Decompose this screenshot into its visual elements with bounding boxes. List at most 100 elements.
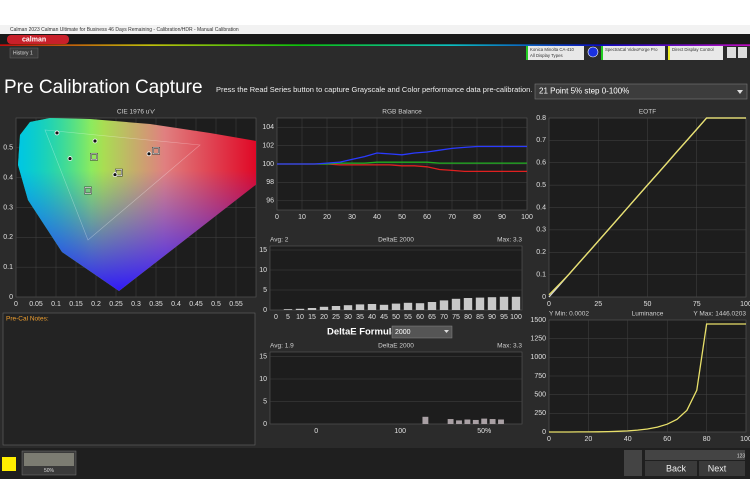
x-tick-label: 75 [452,314,460,321]
chart-annotation: Max: 3.3 [497,343,522,350]
x-tick-label: 50 [644,301,652,308]
y-tick-label: 1500 [530,317,546,324]
chart-title: Luminance [632,311,664,318]
y-tick-label: 0.2 [3,234,13,241]
notes-panel[interactable] [2,312,256,446]
x-tick-label: 0 [547,301,551,308]
x-tick-label: 20 [320,314,328,321]
deltae-formula-dropdown[interactable] [391,325,453,339]
device-box[interactable] [526,46,584,60]
x-tick-label: 0.3 [131,301,141,308]
thumb-label: 50% [44,468,55,474]
x-tick-label: 30 [344,314,352,321]
y-tick-label: 1000 [530,354,546,361]
series-line [548,117,746,296]
y-tick-label: 0 [542,429,546,436]
back-button[interactable] [645,461,697,476]
measured-point [54,130,60,136]
bar [472,419,479,424]
y-tick-label: 104 [262,124,274,131]
deltae-formula-label: DeltaE Formula [327,327,397,338]
series-select: 21 Point 5% step 0-100% [539,87,629,96]
y-tick-label: 0.5 [3,145,13,152]
next-button[interactable] [699,461,745,476]
chart-annotation: Y Max: 1446.0203 [693,311,746,318]
target-point-outline [84,187,92,194]
chart-annotation: Avg: 2 [270,237,289,244]
bar [331,306,341,310]
x-tick-label: 100 [740,436,750,443]
x-tick-label: 45 [380,314,388,321]
back-label: Back [666,463,687,473]
y-tick-label: 15 [259,353,267,360]
tab[interactable] [9,47,39,59]
y-tick-label: 5 [263,287,267,294]
bar [481,418,488,424]
series-dropdown[interactable] [534,83,748,100]
y-tick-label: 250 [534,410,546,417]
x-tick-label: 60 [416,314,424,321]
plot-area [269,245,523,311]
chart-title: DeltaE 2000 [378,343,414,350]
bar [343,305,353,310]
x-tick-label: 85 [476,314,484,321]
instruction: Press the Read Series button to capture … [216,85,532,94]
device-status [668,46,670,60]
device-icon[interactable] [587,46,599,58]
x-tick-label: 55 [404,314,412,321]
measured-point [92,138,98,144]
chart-title: EOTF [639,109,656,116]
y-tick-label: 0 [542,294,546,301]
x-tick-label: 50 [398,214,406,221]
x-tick-label: 60 [423,214,431,221]
y-tick-label: 500 [534,392,546,399]
deltae-formula-value: 2000 [395,329,411,336]
nav-controls[interactable] [645,450,745,460]
bar [403,302,413,310]
x-tick-label: 0 [275,214,279,221]
measured-point [67,156,73,161]
bar [355,304,365,310]
measured-point [146,151,152,157]
y-tick-label: 15 [259,247,267,254]
rainbow-strip [0,44,750,46]
x-tick-label: 65 [428,314,436,321]
y-tick-label: 0 [263,307,267,314]
x-tick-label: 10 [296,314,304,321]
toolbar-button[interactable] [727,47,736,58]
bar [498,419,504,424]
y-tick-label: 0.5 [536,182,546,189]
notes-label: Pre-Cal Notes: [6,316,49,323]
x-tick-label: 90 [498,214,506,221]
next-label: Next [708,463,727,473]
bar [451,298,461,310]
bar [439,300,449,310]
measured-point [112,172,118,178]
chart-annotation: Y Min: 0.0002 [549,311,589,318]
window-title: Calman 2023 Calman Ultimate for Business… [10,27,239,33]
nav-button[interactable] [624,450,642,476]
toolbar-button[interactable] [738,47,747,58]
x-tick-label: 15 [308,314,316,321]
x-tick-label: 0.15 [69,301,83,308]
logo[interactable] [7,35,69,44]
bar [464,419,471,424]
device-sub: All Display Types [530,53,563,58]
x-tick-label: 80 [703,436,711,443]
y-tick-label: 1250 [530,336,546,343]
x-tick-label: 70 [440,314,448,321]
x-tick-label: 40 [624,436,632,443]
counter: 123 [737,453,746,459]
bar [489,419,496,424]
device-box[interactable] [601,46,665,60]
x-tick-label: 100 [394,428,406,435]
device-box[interactable] [668,46,723,60]
x-tick-label: 50 [392,314,400,321]
chart-annotation: Max: 3.3 [497,237,522,244]
x-tick-label: 25 [594,301,602,308]
x-tick-label: 0.45 [189,301,203,308]
y-tick-label: 0.6 [536,160,546,167]
y-tick-label: 0.8 [536,115,546,122]
bar [487,297,497,310]
x-tick-label: 0.25 [109,301,123,308]
